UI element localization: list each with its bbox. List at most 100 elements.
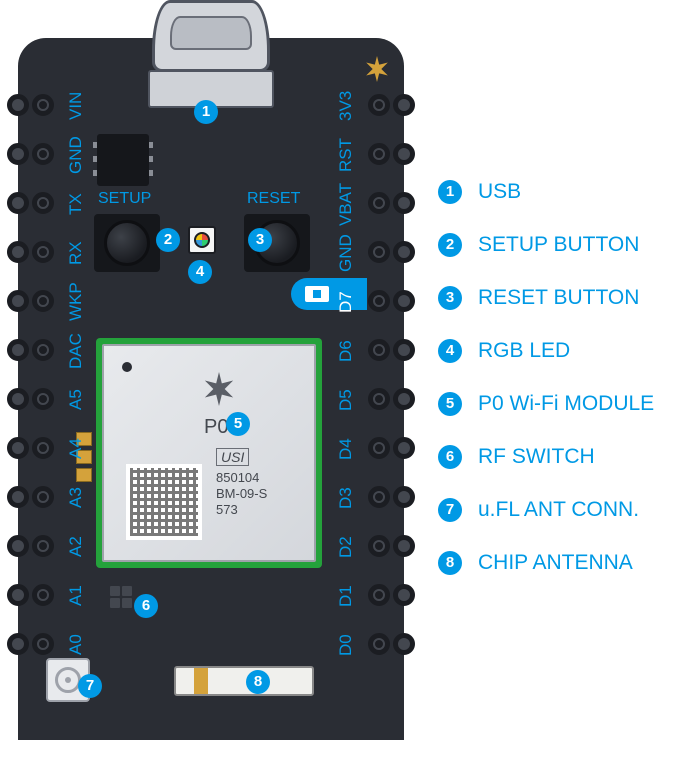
legend-item: 1USB: [438, 180, 698, 204]
pin-hole: [368, 388, 390, 410]
rf-switch: [122, 586, 132, 596]
edge-half-pin: [393, 192, 415, 214]
pin-label: DAC: [66, 331, 86, 371]
callout-badge: 5: [226, 412, 250, 436]
pin-hole: [32, 633, 54, 655]
usi-label: USI: [216, 448, 249, 466]
legend-label: u.FL ANT CONN.: [478, 498, 639, 522]
pin-label: VBAT: [336, 180, 356, 228]
pin-label: A5: [66, 380, 86, 420]
edge-half-pin: [393, 486, 415, 508]
legend-label: USB: [478, 180, 521, 204]
legend: 1USB 2SETUP BUTTON 3RESET BUTTON 4RGB LE…: [438, 180, 698, 604]
pin-label: D5: [336, 382, 356, 418]
legend-item: 6RF SWITCH: [438, 445, 698, 469]
edge-half-pin: [7, 339, 29, 361]
p0-wifi-module: P0 USI 850104 BM-09-S 573: [96, 338, 322, 568]
rgb-led: [188, 226, 216, 254]
pin-hole: [32, 143, 54, 165]
pin-label: WKP: [66, 282, 86, 322]
edge-half-pin: [393, 241, 415, 263]
legend-item: 3RESET BUTTON: [438, 286, 698, 310]
pin-hole: [368, 192, 390, 214]
callout-badge: 8: [246, 670, 270, 694]
legend-item: 7u.FL ANT CONN.: [438, 498, 698, 522]
pin-label: GND: [66, 135, 86, 175]
legend-item: 8CHIP ANTENNA: [438, 551, 698, 575]
edge-half-pin: [7, 584, 29, 606]
module-name: P0: [204, 416, 228, 439]
pin-hole: [368, 535, 390, 557]
pin-label: A0: [66, 625, 86, 665]
pin-hole: [368, 94, 390, 116]
pin-hole: [32, 437, 54, 459]
edge-half-pin: [7, 633, 29, 655]
pin-label: GND: [336, 229, 356, 277]
pin-hole: [32, 192, 54, 214]
edge-half-pin: [393, 388, 415, 410]
callout-badge: 3: [248, 228, 272, 252]
pin-hole: [368, 143, 390, 165]
edge-half-pin: [7, 192, 29, 214]
pin-hole: [32, 486, 54, 508]
edge-half-pin: [7, 290, 29, 312]
edge-half-pin: [393, 584, 415, 606]
usb-connector: [148, 0, 274, 110]
edge-half-pin: [7, 94, 29, 116]
edge-half-pin: [7, 241, 29, 263]
pin-hole: [32, 339, 54, 361]
edge-half-pin: [393, 94, 415, 116]
legend-item: 2SETUP BUTTON: [438, 233, 698, 257]
pin-hole: [368, 290, 390, 312]
legend-label: SETUP BUTTON: [478, 233, 639, 257]
setup-button[interactable]: [94, 214, 160, 272]
legend-label: P0 Wi-Fi MODULE: [478, 392, 654, 416]
callout-badge: 1: [194, 100, 218, 124]
pin-label: D7: [336, 284, 356, 320]
setup-label: SETUP: [98, 190, 151, 208]
pin-hole: [368, 437, 390, 459]
legend-label: RGB LED: [478, 339, 570, 363]
pin-label: D3: [336, 480, 356, 516]
photon-board: SETUP RESET P0 USI 850104 BM-09-S 573: [18, 38, 404, 740]
pin-hole: [32, 388, 54, 410]
pin-label: D4: [336, 431, 356, 467]
pin-label: RX: [66, 233, 86, 273]
pin-label: D1: [336, 578, 356, 614]
spark-icon: [364, 56, 390, 82]
pin-label: A1: [66, 576, 86, 616]
edge-half-pin: [7, 143, 29, 165]
edge-half-pin: [393, 143, 415, 165]
legend-label: CHIP ANTENNA: [478, 551, 633, 575]
pin-label: VIN: [66, 86, 86, 126]
reset-label: RESET: [247, 190, 300, 208]
callout-badge: 4: [188, 260, 212, 284]
qr-code: [126, 464, 202, 540]
pin-hole: [32, 290, 54, 312]
pin-label: A3: [66, 478, 86, 518]
rf-switch: [122, 598, 132, 608]
pin-hole: [368, 486, 390, 508]
legend-label: RESET BUTTON: [478, 286, 639, 310]
callout-badge: 2: [156, 228, 180, 252]
module-code2: BM-09-S: [216, 486, 267, 501]
module-code1: 850104: [216, 470, 259, 485]
pin-hole: [32, 94, 54, 116]
pin-label: TX: [66, 184, 86, 224]
edge-half-pin: [7, 535, 29, 557]
legend-item: 5P0 Wi-Fi MODULE: [438, 392, 698, 416]
pin-hole: [368, 633, 390, 655]
legend-item: 4RGB LED: [438, 339, 698, 363]
module-code3: 573: [216, 502, 238, 517]
edge-half-pin: [7, 486, 29, 508]
edge-half-pin: [393, 339, 415, 361]
edge-half-pin: [393, 290, 415, 312]
edge-half-pin: [7, 388, 29, 410]
pin-hole: [32, 584, 54, 606]
pin-hole: [368, 241, 390, 263]
pin-label: RST: [336, 131, 356, 179]
rf-switch: [110, 598, 120, 608]
edge-half-pin: [393, 437, 415, 459]
pin-label: D6: [336, 333, 356, 369]
chip-antenna: [174, 666, 314, 696]
